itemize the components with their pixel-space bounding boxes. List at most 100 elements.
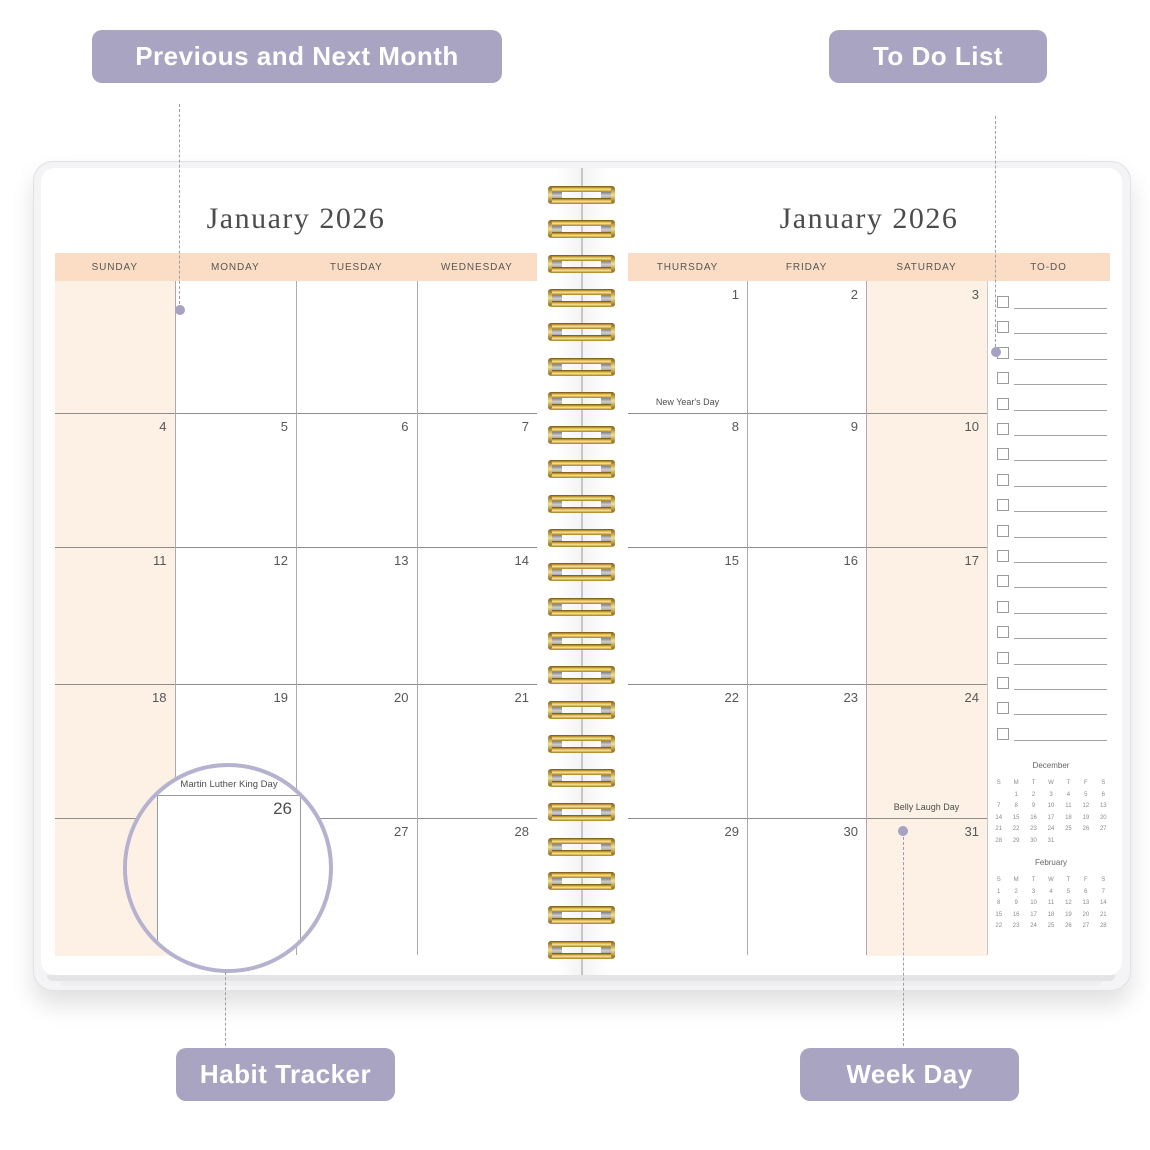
todo-checkbox [997, 651, 1009, 664]
spiral-wire-part [548, 769, 615, 776]
todo-checkbox [997, 499, 1009, 512]
mini-calendar-day-cell: 24 [1030, 923, 1037, 929]
spiral-wire-part [548, 598, 552, 615]
mini-calendar-day-header: M [1013, 877, 1019, 883]
calendar-date-cell: 5 [280, 418, 288, 434]
todo-checkbox [997, 702, 1009, 715]
mini-calendar-day-cell: 17 [1047, 814, 1055, 821]
spiral-binding-loop [548, 425, 615, 445]
todo-write-line [1014, 638, 1107, 640]
todo-write-line [1014, 739, 1107, 741]
calendar-date-cell: 19 [273, 689, 288, 705]
todo-write-line [1014, 663, 1107, 665]
calendar-date-cell: 1 [731, 287, 739, 302]
mini-calendar-day-cell [1077, 836, 1094, 848]
mini-calendar-day-header: S [996, 780, 1001, 786]
todo-write-line [1014, 562, 1107, 563]
mini-calendar-day-cell: 26 [1065, 923, 1072, 929]
mini-calendar-day-cell: 5 [1066, 888, 1071, 895]
todo-write-line [1014, 689, 1107, 690]
spiral-wire-part [548, 678, 615, 685]
spiral-wire-part [548, 255, 552, 272]
magnified-date-number: 26 [273, 799, 292, 818]
calendar-date-cell: 6 [401, 418, 409, 434]
spiral-wire-part [548, 597, 615, 604]
calendar-date-cell: 16 [843, 553, 858, 568]
mini-calendar-day-header: T [1031, 780, 1036, 786]
mini-calendar-day-cell: 9 [1014, 900, 1018, 906]
mini-calendar-day-cell: 11 [1065, 803, 1072, 809]
right-day-header-bar [628, 253, 1110, 281]
connector-dot-week-day [898, 826, 908, 836]
spiral-wire-part [548, 530, 552, 546]
spiral-wire-part [548, 884, 615, 890]
spiral-binding-loop [548, 631, 615, 651]
spiral-wire-part [548, 369, 615, 376]
mini-calendar-day-cell: 4 [1049, 888, 1053, 895]
todo-checkbox [997, 473, 1009, 486]
spiral-wire-part [548, 289, 552, 306]
todo-checkbox [997, 727, 1009, 740]
spiral-wire-part [548, 357, 615, 364]
mini-calendar-day-cell: 10 [1047, 803, 1055, 809]
day-header-to-do: TO-DO [1030, 261, 1067, 273]
todo-write-line [1014, 308, 1107, 309]
spiral-binding-loop [548, 837, 615, 857]
day-header-wednesday: WEDNESDAY [440, 261, 513, 273]
day-header-sunday: SUNDAY [91, 261, 138, 273]
mini-calendar-day-header: M [1013, 780, 1019, 786]
magnified-day-cell: 26 [157, 795, 301, 969]
spiral-wire-part [611, 495, 615, 512]
mini-calendar-day-cell: 6 [1084, 888, 1088, 895]
mini-calendar-day-cell: 8 [1014, 803, 1018, 809]
habit-tracker-magnifier-circle: Martin Luther King Day 26 [123, 763, 333, 973]
spiral-wire-part [548, 770, 552, 787]
grid-row-line [628, 547, 987, 548]
calendar-date-cell: 12 [273, 553, 288, 568]
spiral-wire-part [548, 266, 615, 273]
mini-calendar-day-header: T [1066, 780, 1071, 786]
todo-write-line [1014, 511, 1107, 513]
mini-calendar-day-cell: 14 [1099, 900, 1107, 906]
mini-calendar-day-cell: 2 [1031, 791, 1036, 798]
calendar-date-cell: 31 [964, 824, 979, 839]
spiral-wire-part [548, 232, 615, 239]
spiral-wire-part [548, 643, 615, 650]
spiral-wire-part [611, 770, 615, 787]
mini-calendar-day-cell: 27 [1082, 923, 1090, 929]
center-seam [581, 168, 583, 975]
calendar-date-cell: 27 [394, 824, 409, 839]
todo-write-line [1014, 358, 1107, 360]
magnified-holiday-label: Martin Luther King Day [180, 779, 278, 790]
todo-write-line [1014, 409, 1107, 411]
todo-checkbox [997, 626, 1009, 639]
left-page-title: January 2026 [206, 202, 386, 235]
spiral-wire-part [611, 941, 615, 958]
mini-calendar-day-cell: 23 [1012, 923, 1020, 929]
mini-calendar-day-cell: 16 [1030, 814, 1037, 821]
spiral-wire-part [611, 221, 615, 238]
spiral-wire-part [548, 701, 552, 718]
mini-calendar-day-cell: 19 [1065, 911, 1072, 918]
grid-row-line [628, 683, 987, 685]
calendar-date-cell: 8 [731, 418, 739, 434]
calendar-date-cell: 20 [394, 689, 409, 705]
mini-calendar-day-cell: 20 [1082, 911, 1090, 918]
spiral-wire-part [611, 461, 615, 478]
grid-column-line [747, 281, 748, 955]
todo-checkbox [997, 677, 1009, 689]
mini-calendar-day-cell: 22 [995, 923, 1003, 929]
todo-write-line [1014, 612, 1107, 614]
spiral-wire-part [548, 506, 615, 513]
mini-calendar-day-cell: 22 [1012, 826, 1020, 832]
page-stack-edge [47, 975, 1115, 981]
mini-calendar-day-cell [1095, 836, 1112, 848]
spiral-wire-part [548, 734, 615, 741]
spiral-binding-loop [548, 254, 615, 274]
todo-write-line [1014, 714, 1107, 716]
calendar-date-cell: 10 [964, 418, 979, 434]
mini-calendar-day-cell: 6 [1101, 791, 1105, 798]
spiral-binding-loop [548, 459, 615, 479]
spiral-wire-part [548, 667, 552, 684]
mini-calendar-day-cell [990, 790, 1007, 802]
